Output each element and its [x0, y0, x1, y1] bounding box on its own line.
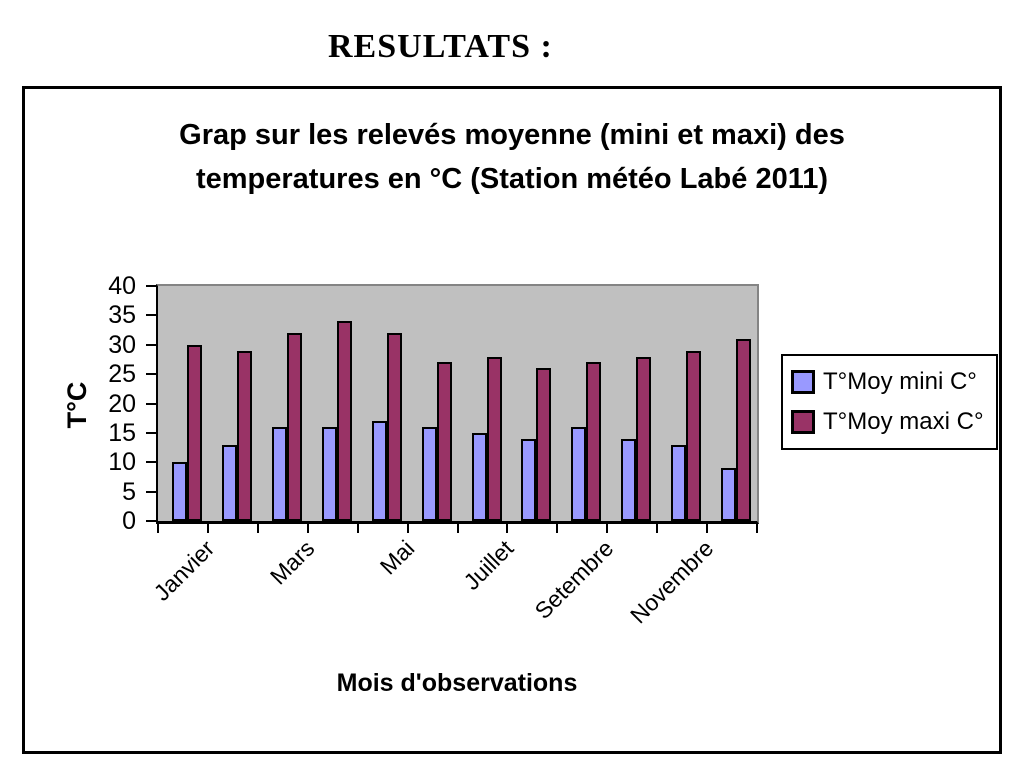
bar-mini-month-3	[271, 427, 287, 521]
x-tick-mark	[356, 524, 359, 533]
y-tick-label-40: 40	[108, 272, 136, 300]
x-tick-mark	[256, 524, 259, 533]
bar-mini-month-8	[521, 438, 537, 521]
chart-title-line-2: temperatures en °C (Station météo Labé 2…	[195, 163, 829, 195]
y-tick-mark	[146, 520, 156, 522]
y-tick-mark	[146, 343, 156, 346]
bar-maxi-month-4	[336, 321, 352, 521]
y-tick-label-5: 5	[122, 477, 136, 506]
y-tick-mark	[146, 373, 156, 376]
legend: T°Moy mini C° T°Moy maxi C°	[781, 354, 998, 450]
legend-item-maxi: T°Moy maxi C°	[791, 408, 996, 436]
y-tick-mark	[146, 402, 156, 405]
bar-mini-month-1	[172, 462, 187, 521]
y-tick-label-30: 30	[108, 330, 136, 359]
x-tick-mark	[456, 524, 459, 533]
y-tick-mark	[146, 461, 156, 464]
y-tick-label-35: 35	[108, 301, 136, 330]
bar-mini-month-7	[471, 432, 487, 521]
bar-maxi-month-7	[486, 356, 502, 521]
legend-swatch-maxi	[791, 410, 815, 434]
legend-label-maxi: T°Moy maxi C°	[823, 408, 984, 435]
x-tick-mark	[406, 524, 409, 533]
bar-mini-month-2	[221, 444, 237, 521]
x-tick-mark	[606, 524, 609, 533]
bar-maxi-month-3	[286, 333, 302, 521]
y-tick-label-0: 0	[122, 507, 136, 535]
y-tick-mark	[146, 431, 156, 434]
bar-maxi-month-10	[636, 356, 652, 521]
legend-label-mini: T°Moy mini C°	[823, 368, 977, 395]
x-axis-title: Mois d'observations	[336, 669, 578, 697]
chart-title: Grap sur les relevés moyenne (mini et ma…	[25, 113, 999, 201]
y-tick-label-25: 25	[108, 360, 136, 389]
bar-mini-month-4	[321, 427, 337, 521]
x-tick-mark	[506, 524, 509, 533]
y-tick-label-15: 15	[108, 418, 136, 447]
y-tick-mark	[146, 314, 156, 317]
y-tick-mark	[146, 490, 156, 493]
bar-maxi-month-1	[187, 344, 202, 521]
bar-mini-month-9	[571, 427, 587, 521]
bar-mini-month-10	[621, 438, 637, 521]
y-tick-label-20: 20	[108, 389, 136, 418]
bar-maxi-month-2	[236, 350, 252, 521]
results-heading: RESULTATS :	[328, 28, 553, 65]
bar-maxi-month-12	[736, 338, 751, 521]
x-tick-mark	[556, 524, 559, 533]
x-tick-mark	[656, 524, 659, 533]
x-tick-mark	[706, 524, 709, 533]
x-tick-mark	[206, 524, 209, 533]
chart-title-line-1: Grap sur les relevés moyenne (mini et ma…	[179, 119, 845, 151]
bar-maxi-month-11	[686, 350, 702, 521]
bar-mini-month-6	[421, 427, 437, 521]
bar-mini-month-12	[721, 468, 737, 521]
bar-mini-month-5	[371, 421, 387, 521]
legend-item-mini: T°Moy mini C°	[791, 368, 996, 396]
bar-mini-month-11	[671, 444, 687, 521]
x-tick-mark	[157, 524, 159, 533]
bar-maxi-month-6	[436, 362, 452, 521]
y-tick-mark	[146, 285, 156, 287]
legend-swatch-mini	[791, 370, 815, 394]
bar-maxi-month-5	[386, 333, 402, 521]
plot-area	[156, 284, 759, 524]
bar-maxi-month-8	[536, 368, 552, 521]
chart-frame: Grap sur les relevés moyenne (mini et ma…	[22, 86, 1002, 754]
y-tick-label-10: 10	[108, 448, 136, 477]
x-tick-mark	[306, 524, 309, 533]
x-tick-mark	[756, 524, 758, 533]
bar-maxi-month-9	[586, 362, 602, 521]
